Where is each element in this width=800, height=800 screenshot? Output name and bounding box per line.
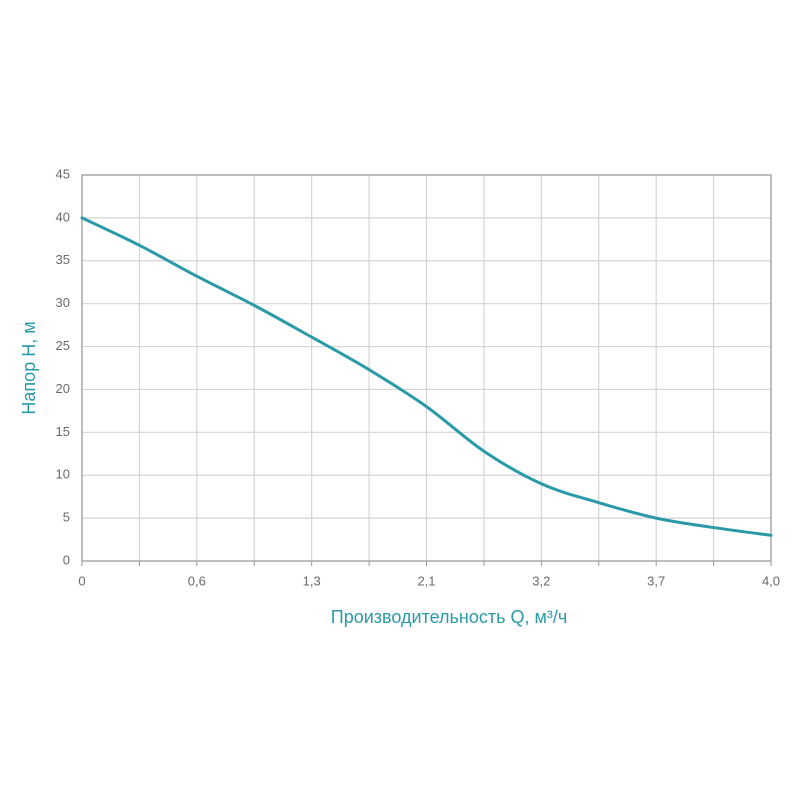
x-axis-title: Производительность Q, м³/ч — [331, 607, 567, 627]
y-tick-label: 10 — [56, 467, 70, 482]
y-axis-title: Напор Н, м — [19, 321, 39, 414]
y-tick-label: 15 — [56, 424, 70, 439]
y-tick-label: 35 — [56, 252, 70, 267]
x-tick-label: 3,2 — [532, 573, 550, 588]
x-tick-label: 2,1 — [417, 573, 435, 588]
y-tick-label: 5 — [63, 510, 70, 525]
x-tick-label: 0,6 — [188, 573, 206, 588]
y-tick-label: 45 — [56, 166, 70, 181]
y-tick-label: 20 — [56, 381, 70, 396]
x-tick-label: 1,3 — [303, 573, 321, 588]
y-tick-label: 30 — [56, 295, 70, 310]
x-tick-label: 0 — [78, 573, 85, 588]
y-tick-label: 0 — [63, 552, 70, 567]
x-tick-label: 3,7 — [647, 573, 665, 588]
y-tick-label: 40 — [56, 209, 70, 224]
line — [80, 216, 773, 537]
plot-frame — [81, 174, 772, 562]
y-tick-label: 25 — [56, 338, 70, 353]
x-tick-label: 4,0 — [762, 573, 780, 588]
